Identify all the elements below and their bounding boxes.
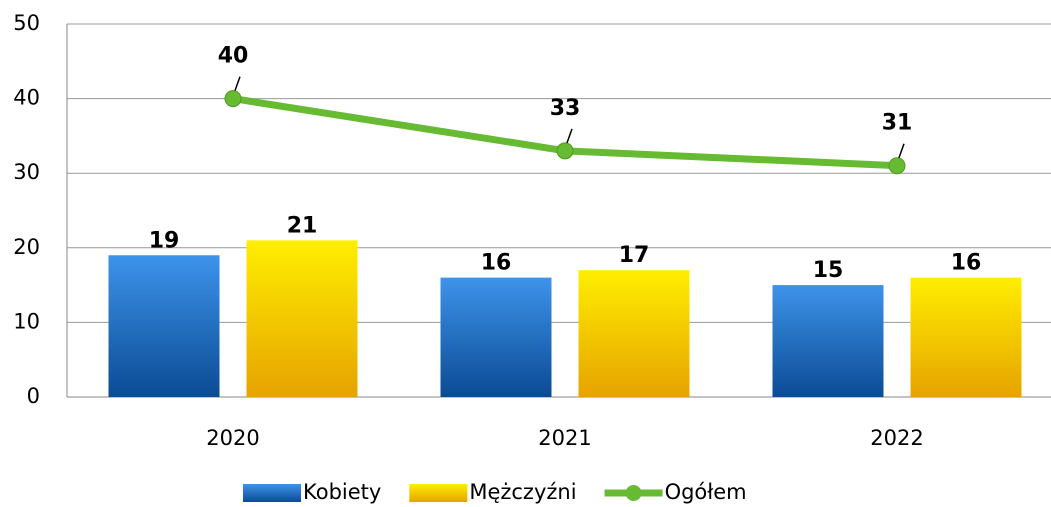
leader-line xyxy=(566,128,573,144)
x-tick-label: 2022 xyxy=(870,426,923,450)
data-label: 21 xyxy=(287,213,318,238)
y-tick-label: 0 xyxy=(27,384,40,408)
y-tick-label: 40 xyxy=(13,86,40,110)
legend-swatch xyxy=(625,485,642,501)
y-tick-label: 10 xyxy=(13,309,40,333)
bar xyxy=(910,277,1022,397)
line-marker xyxy=(556,142,574,160)
data-label: 16 xyxy=(951,251,982,276)
y-tick-label: 50 xyxy=(13,11,40,35)
legend-label: Ogółem xyxy=(665,480,747,504)
legend-swatch xyxy=(409,484,468,502)
y-tick-label: 20 xyxy=(13,235,40,259)
bar xyxy=(772,285,884,397)
data-label: 15 xyxy=(813,258,844,283)
bar xyxy=(440,277,552,397)
data-label: 31 xyxy=(882,111,913,136)
bar xyxy=(108,255,220,397)
data-label: 16 xyxy=(481,251,512,276)
legend-label: Mężczyźni xyxy=(469,480,576,504)
data-label: 33 xyxy=(550,96,581,121)
line-marker xyxy=(888,157,906,175)
data-label: 17 xyxy=(619,243,650,268)
x-tick-label: 2021 xyxy=(538,426,591,450)
legend-swatch xyxy=(243,484,301,502)
leader-line xyxy=(234,76,241,91)
x-tick-label: 2020 xyxy=(206,426,259,450)
line-marker xyxy=(224,90,242,108)
data-label: 19 xyxy=(149,228,180,253)
legend-label: Kobiety xyxy=(303,480,381,504)
y-tick-label: 30 xyxy=(13,160,40,184)
bar xyxy=(246,240,358,397)
leader-line xyxy=(898,143,905,158)
bar xyxy=(578,270,690,397)
data-label: 40 xyxy=(218,44,249,69)
